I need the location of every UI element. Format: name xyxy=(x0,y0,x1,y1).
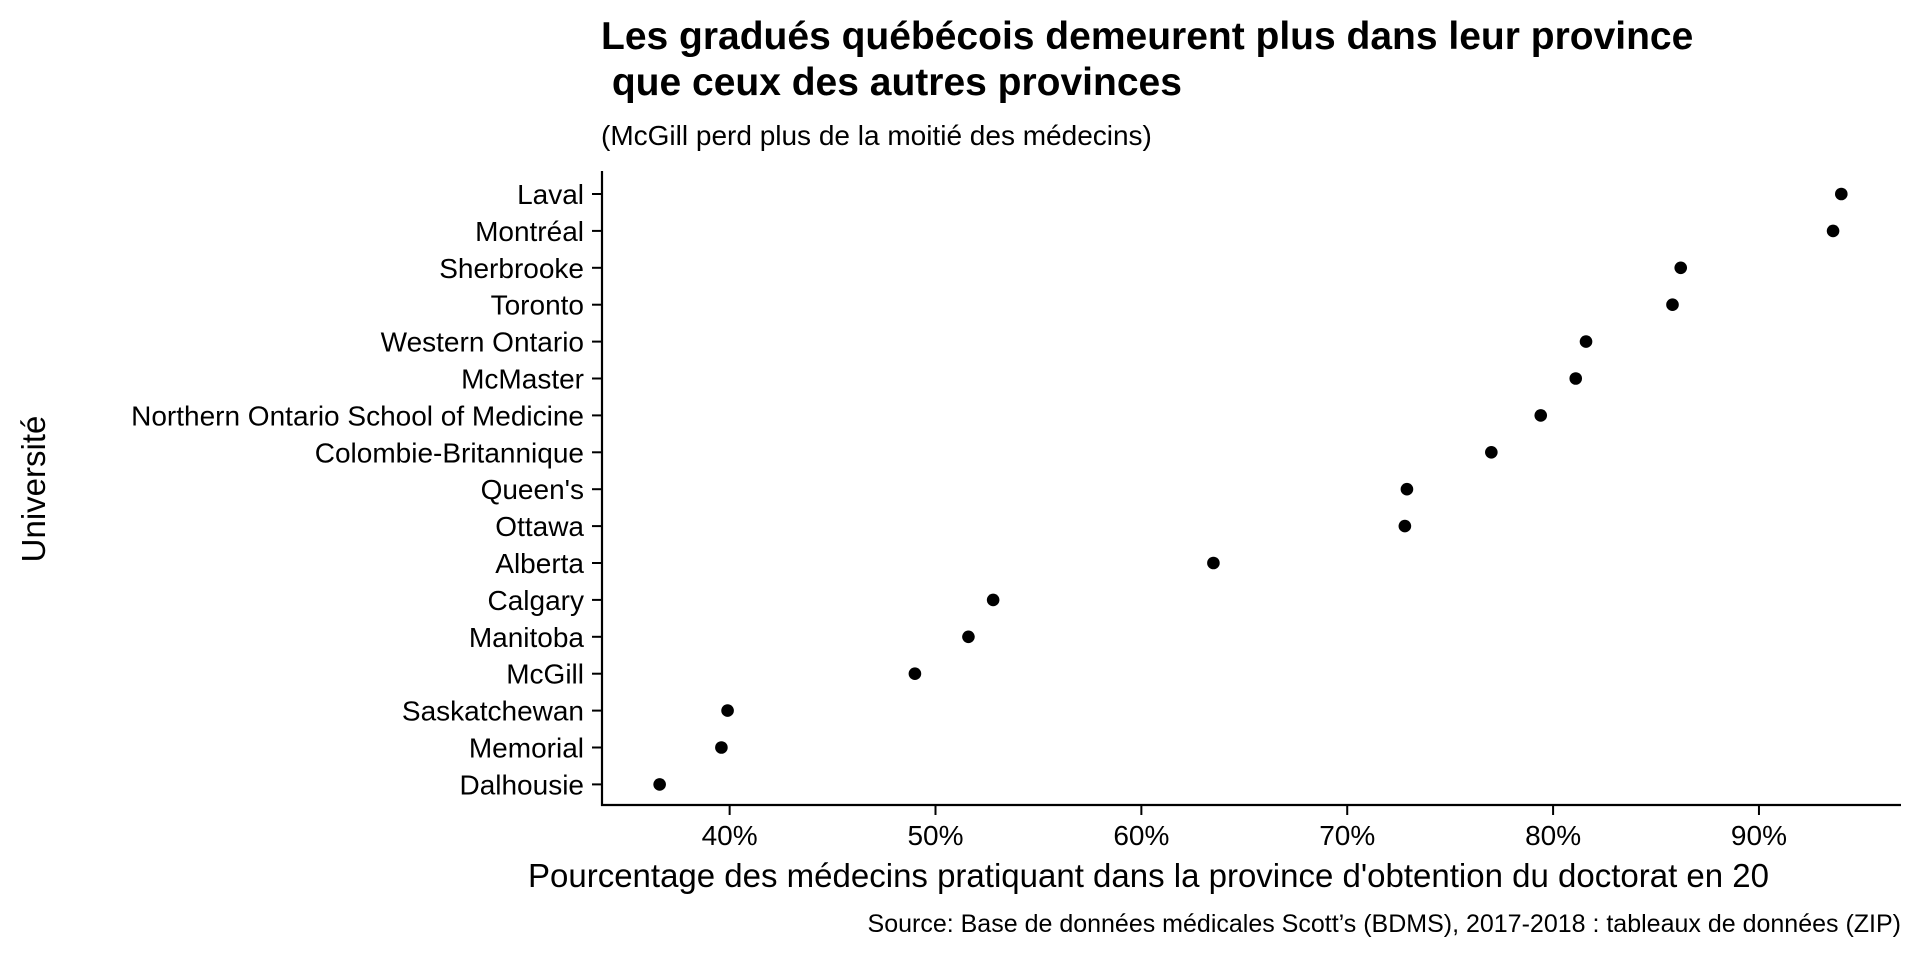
data-point xyxy=(1569,372,1583,385)
y-tick-label: Northern Ontario School of Medicine xyxy=(131,400,584,431)
chart-caption: Source: Base de données médicales Scott’… xyxy=(868,910,1901,938)
x-tick-label: 60% xyxy=(1113,820,1169,851)
y-tick-label: Western Ontario xyxy=(381,327,584,358)
y-tick-label: Saskatchewan xyxy=(402,696,584,727)
chart-subtitle: (McGill perd plus de la moitié des médec… xyxy=(601,120,1152,151)
data-point xyxy=(1398,519,1412,533)
chart-title-line-2: que ceux des autres provinces xyxy=(601,61,1182,104)
data-point xyxy=(653,778,666,791)
x-axis-title: Pourcentage des médecins pratiquant dans… xyxy=(528,857,1769,894)
y-tick-label: McGill xyxy=(506,659,584,690)
y-axis-title: Université xyxy=(15,416,52,563)
data-point xyxy=(1826,224,1840,238)
x-tick-label: 90% xyxy=(1731,820,1787,851)
y-tick-label: Queen's xyxy=(481,474,584,505)
data-point xyxy=(908,667,922,680)
data-point xyxy=(962,630,975,644)
y-tick-label: McMaster xyxy=(461,364,584,395)
data-point xyxy=(986,593,1000,607)
y-tick-label: Alberta xyxy=(495,548,584,579)
data-point xyxy=(1534,409,1548,422)
data-point xyxy=(1400,482,1414,496)
y-tick-label: Colombie-Britannique xyxy=(315,437,584,468)
x-tick-label: 50% xyxy=(907,820,963,851)
y-tick-label: Memorial xyxy=(469,733,584,764)
x-tick-label: 70% xyxy=(1319,820,1375,851)
x-tick-label: 80% xyxy=(1525,820,1581,851)
y-tick-label: Sherbrooke xyxy=(439,253,584,284)
y-tick-label: Laval xyxy=(517,179,584,210)
y-tick-label: Ottawa xyxy=(495,511,584,542)
y-tick-label: Toronto xyxy=(491,290,584,321)
data-point xyxy=(1485,446,1498,459)
data-point xyxy=(1674,261,1688,275)
y-tick-label: Dalhousie xyxy=(459,769,584,800)
y-tick-label: Montréal xyxy=(475,216,584,247)
y-tick-label: Manitoba xyxy=(469,622,585,653)
chart-title-line-1: Les gradués québécois demeurent plus dan… xyxy=(601,15,1693,58)
data-point xyxy=(1666,298,1679,312)
y-tick-label: Calgary xyxy=(488,585,584,616)
data-point xyxy=(715,741,728,754)
x-tick-label: 40% xyxy=(702,820,758,851)
data-point xyxy=(1834,187,1848,201)
data-point xyxy=(1579,335,1593,348)
data-point xyxy=(1207,556,1220,570)
plot-area: Laval Montréal Sherbrooke Toronto Western On… xyxy=(131,179,1848,851)
data-point xyxy=(721,704,734,717)
